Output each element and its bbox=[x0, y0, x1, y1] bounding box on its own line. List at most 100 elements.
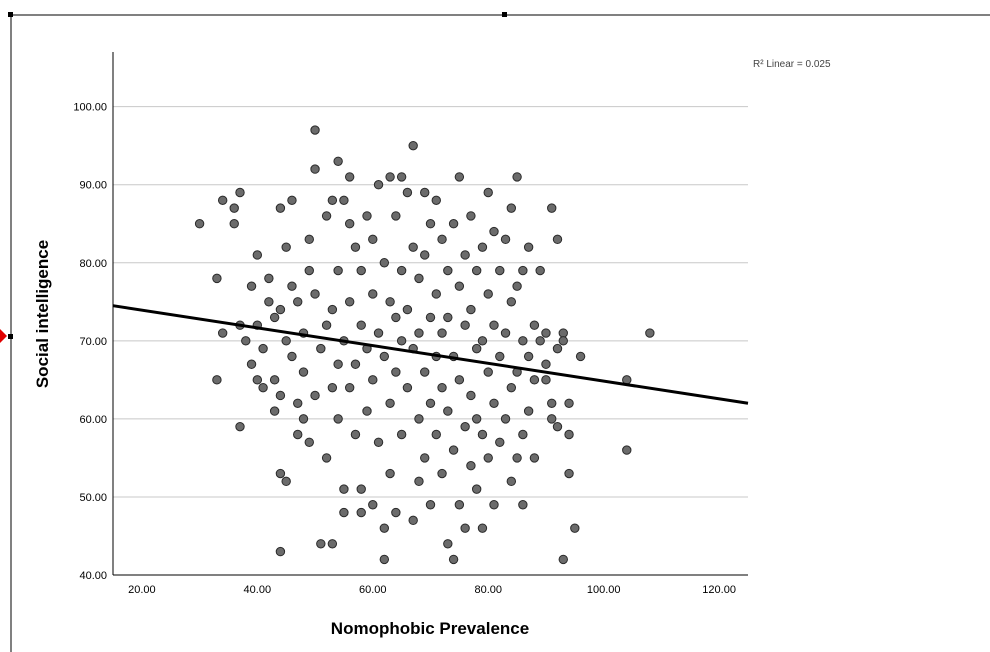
data-point bbox=[391, 367, 401, 377]
data-point bbox=[281, 476, 291, 487]
data-point bbox=[264, 273, 274, 284]
data-point bbox=[471, 265, 482, 276]
data-point bbox=[310, 125, 320, 135]
data-point bbox=[293, 297, 303, 307]
data-point bbox=[356, 265, 366, 276]
data-point bbox=[448, 445, 459, 455]
resize-handle-top-left[interactable] bbox=[8, 12, 13, 17]
data-point bbox=[287, 195, 297, 206]
data-point bbox=[275, 546, 286, 557]
x-tick-label: 40.00 bbox=[244, 584, 272, 596]
data-point bbox=[425, 312, 436, 323]
data-point bbox=[408, 140, 418, 151]
data-point bbox=[396, 265, 407, 276]
data-point bbox=[552, 343, 563, 354]
data-point bbox=[333, 414, 343, 424]
data-point bbox=[460, 250, 470, 260]
data-point bbox=[269, 312, 280, 323]
data-point bbox=[327, 195, 338, 206]
data-point bbox=[564, 468, 574, 479]
data-point bbox=[500, 234, 511, 245]
data-point bbox=[558, 328, 568, 338]
data-point bbox=[466, 304, 476, 315]
data-point bbox=[437, 234, 447, 245]
data-point bbox=[287, 351, 297, 362]
data-point bbox=[454, 500, 465, 510]
data-point bbox=[558, 554, 568, 565]
data-point bbox=[368, 375, 378, 385]
data-point bbox=[466, 390, 476, 401]
data-point bbox=[327, 304, 338, 315]
data-point bbox=[310, 289, 320, 299]
data-point bbox=[466, 211, 476, 221]
y-tick-label: 80.00 bbox=[79, 258, 107, 270]
data-point bbox=[414, 328, 424, 338]
data-point bbox=[368, 234, 378, 245]
data-point bbox=[512, 281, 522, 291]
data-point bbox=[454, 375, 465, 385]
data-point bbox=[506, 476, 517, 487]
data-point bbox=[512, 453, 522, 463]
data-point bbox=[443, 265, 453, 276]
data-point bbox=[425, 398, 436, 408]
data-point bbox=[477, 429, 488, 440]
data-point bbox=[420, 367, 430, 377]
data-point bbox=[339, 484, 349, 494]
data-point bbox=[252, 250, 263, 260]
data-point bbox=[471, 343, 482, 354]
data-point bbox=[396, 336, 407, 346]
data-point bbox=[477, 336, 488, 346]
data-point bbox=[425, 219, 436, 229]
data-point bbox=[489, 320, 499, 330]
data-point bbox=[356, 507, 366, 518]
data-point bbox=[483, 367, 493, 377]
data-point bbox=[547, 203, 557, 213]
data-point bbox=[339, 507, 349, 518]
data-point bbox=[471, 414, 482, 424]
data-point bbox=[547, 414, 557, 424]
data-point bbox=[402, 382, 413, 393]
data-point bbox=[564, 429, 574, 440]
data-point bbox=[471, 484, 482, 494]
data-point bbox=[212, 375, 222, 385]
data-point bbox=[500, 328, 511, 338]
data-point bbox=[385, 297, 395, 307]
scatter-points bbox=[194, 125, 655, 565]
selection-marker-icon bbox=[0, 329, 7, 343]
data-point bbox=[281, 336, 291, 346]
r-squared-annotation: R² Linear = 0.025 bbox=[753, 59, 831, 70]
data-point bbox=[414, 476, 424, 487]
data-point bbox=[622, 445, 632, 455]
data-point bbox=[379, 554, 390, 565]
data-point bbox=[269, 406, 280, 416]
data-point bbox=[373, 328, 384, 338]
data-point bbox=[373, 180, 384, 190]
data-point bbox=[506, 382, 517, 393]
data-point bbox=[344, 297, 355, 307]
data-point bbox=[385, 398, 395, 408]
x-tick-label: 100.00 bbox=[587, 584, 621, 596]
data-point bbox=[344, 382, 355, 393]
data-point bbox=[241, 336, 251, 346]
data-point bbox=[420, 250, 430, 260]
resize-handle-top-middle[interactable] bbox=[502, 12, 507, 17]
data-point bbox=[495, 351, 505, 362]
data-point bbox=[518, 336, 528, 346]
data-point bbox=[518, 429, 528, 440]
data-point bbox=[252, 375, 263, 385]
data-point bbox=[275, 468, 286, 479]
data-point bbox=[460, 523, 470, 533]
grid-lines bbox=[113, 106, 748, 498]
resize-handle-middle-left[interactable] bbox=[8, 334, 13, 339]
data-point bbox=[552, 234, 563, 245]
data-point bbox=[483, 453, 493, 463]
data-point bbox=[535, 336, 545, 346]
data-point bbox=[477, 523, 488, 533]
data-point bbox=[489, 398, 499, 408]
x-axis-title: Nomophobic Prevalence bbox=[331, 619, 529, 638]
data-point bbox=[275, 304, 286, 315]
data-point bbox=[437, 382, 447, 393]
data-point bbox=[506, 297, 517, 307]
data-point bbox=[344, 172, 355, 182]
data-point bbox=[448, 554, 459, 565]
